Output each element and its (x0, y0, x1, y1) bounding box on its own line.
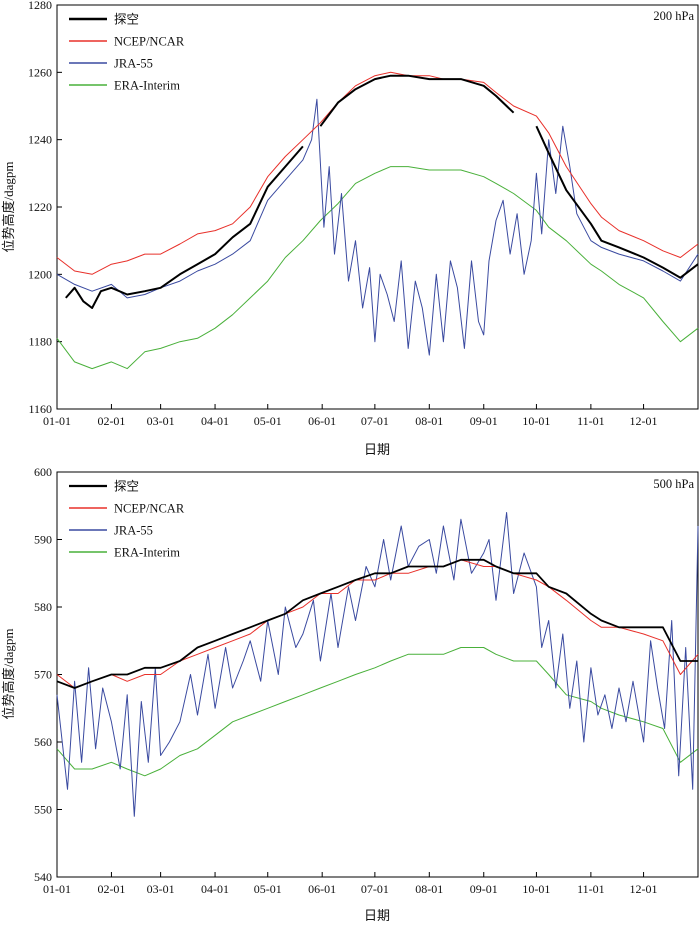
series-500hpa (56, 512, 699, 817)
x-ticks-200hpa: 01-01 02-01 03-01 04-01 05-01 06-01 07-01 08-01… (43, 404, 658, 428)
y-ticks-200hpa: 1160 1180 1200 1220 1240 1260 1280 (28, 0, 62, 416)
legend-entry: NCEP/NCAR (114, 35, 185, 49)
panel-level-label: 200 hPa (653, 9, 694, 23)
y-tick-label: 560 (34, 735, 52, 749)
x-tick-label: 01-01 (43, 414, 71, 428)
y-tick-label: 1240 (28, 133, 52, 147)
legend-500hpa: 探空 NCEP/NCAR JRA-55 ERA-Interim (69, 480, 185, 560)
y-tick-label: 1200 (28, 267, 52, 281)
series-line-探空 (65, 74, 699, 309)
y-tick-label: 580 (34, 600, 52, 614)
x-tick-label: 11-01 (577, 414, 605, 428)
legend-entry: ERA-Interim (114, 546, 180, 560)
series-200hpa (56, 71, 699, 370)
x-tick-label: 06-01 (308, 882, 336, 896)
y-tick-label: 590 (34, 533, 52, 547)
x-tick-label: 09-01 (470, 414, 498, 428)
legend-200hpa: 探空 NCEP/NCAR JRA-55 ERA-Interim (69, 13, 185, 93)
plot-area-500hpa (56, 471, 699, 878)
x-tick-label: 07-01 (361, 882, 389, 896)
x-tick-label: 03-01 (147, 882, 175, 896)
series-line-探空 (56, 558, 698, 689)
x-tick-label: 06-01 (308, 414, 336, 428)
x-tick-label: 03-01 (147, 414, 175, 428)
legend-entry: 探空 (114, 13, 139, 27)
legend-entry: 探空 (114, 480, 139, 494)
legend-entry: JRA-55 (114, 524, 153, 538)
y-tick-label: 1220 (28, 200, 52, 214)
series-line-JRA-55 (56, 512, 699, 817)
panel-500hpa: 540 550 560 570 580 590 600 01-01 02-01 03-01 04-… (1, 465, 699, 923)
y-tick-label: 540 (34, 870, 52, 884)
y-tick-label: 570 (34, 668, 52, 682)
y-tick-label: 1280 (28, 0, 52, 12)
x-tick-label: 08-01 (415, 414, 443, 428)
x-tick-label: 12-01 (630, 882, 658, 896)
x-tick-label: 11-01 (577, 882, 605, 896)
x-tick-label: 04-01 (201, 414, 229, 428)
plot-area-200hpa (56, 4, 699, 410)
y-tick-label: 1160 (28, 402, 52, 416)
x-tick-label: 05-01 (254, 414, 282, 428)
x-axis-label: 日期 (364, 908, 390, 923)
x-tick-label: 10-01 (522, 414, 550, 428)
series-line-NCEP/NCAR (56, 71, 699, 275)
y-ticks-500hpa: 540 550 560 570 580 590 600 (34, 465, 62, 884)
y-tick-label: 550 (34, 803, 52, 817)
y-axis-label: 位势高度/dagpm (1, 629, 16, 720)
x-tick-label: 10-01 (522, 882, 550, 896)
y-tick-label: 1260 (28, 65, 52, 79)
x-tick-label: 08-01 (415, 882, 443, 896)
x-tick-label: 02-01 (97, 414, 125, 428)
y-tick-label: 1180 (28, 335, 52, 349)
y-axis-label: 位势高度/dagpm (1, 162, 16, 253)
legend-entry: JRA-55 (114, 57, 153, 71)
x-tick-label: 12-01 (630, 414, 658, 428)
x-tick-label: 04-01 (201, 882, 229, 896)
x-tick-label: 05-01 (254, 882, 282, 896)
panel-level-label: 500 hPa (653, 477, 694, 491)
x-tick-label: 01-01 (43, 882, 71, 896)
x-tick-label: 09-01 (470, 882, 498, 896)
series-line-ERA-Interim (56, 166, 699, 370)
x-axis-label: 日期 (364, 442, 390, 457)
x-ticks-500hpa: 01-01 02-01 03-01 04-01 05-01 06-01 07-01 08-01… (43, 872, 658, 896)
y-tick-label: 600 (34, 465, 52, 479)
legend-entry: ERA-Interim (114, 79, 180, 93)
x-tick-label: 02-01 (97, 882, 125, 896)
series-line-NCEP/NCAR (56, 559, 699, 689)
x-tick-label: 07-01 (361, 414, 389, 428)
series-line-JRA-55 (56, 98, 699, 356)
legend-entry: NCEP/NCAR (114, 502, 185, 516)
series-line-ERA-Interim (56, 647, 699, 777)
